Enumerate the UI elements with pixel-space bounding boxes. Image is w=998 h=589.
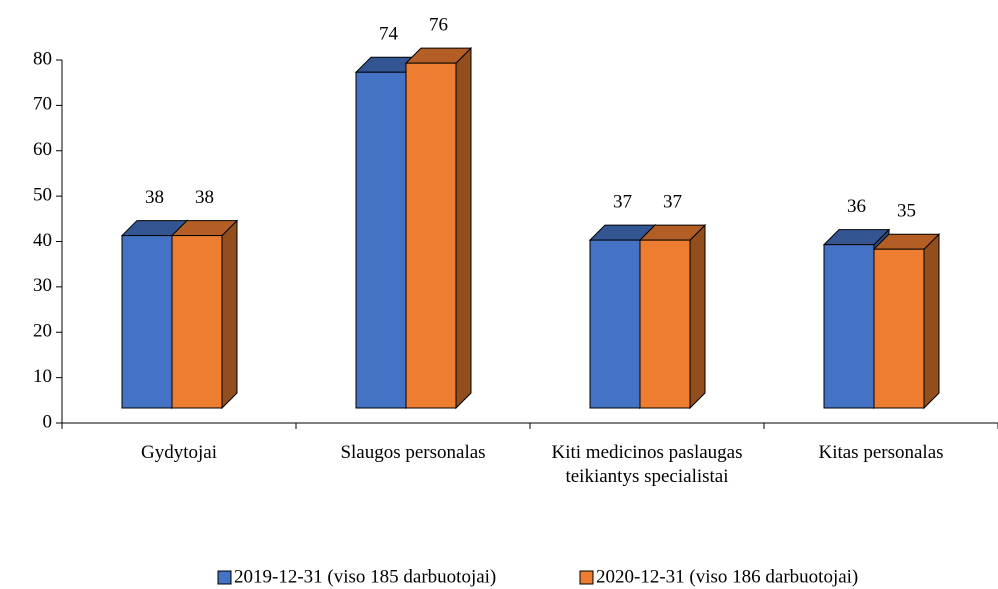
legend-label: 2020-12-31 (viso 186 darbuotojai) bbox=[596, 566, 858, 587]
y-tick-label: 70 bbox=[33, 94, 52, 115]
y-tick-label: 60 bbox=[33, 139, 52, 160]
bar bbox=[171, 235, 223, 409]
data-label: 35 bbox=[897, 201, 916, 222]
data-label: 37 bbox=[663, 191, 682, 212]
y-tick-label: 50 bbox=[33, 184, 52, 205]
bar-side bbox=[689, 223, 706, 410]
legend-swatch bbox=[579, 570, 594, 585]
legend-swatch bbox=[217, 570, 232, 585]
y-tick-label: 40 bbox=[33, 230, 52, 251]
bar bbox=[355, 71, 407, 409]
bar bbox=[405, 62, 457, 409]
bar bbox=[121, 235, 173, 409]
y-tick-label: 20 bbox=[33, 321, 52, 342]
data-label: 36 bbox=[847, 196, 866, 217]
bar-side bbox=[221, 219, 238, 410]
x-tick-label: Gydytojai bbox=[141, 442, 217, 463]
legend-label: 2019-12-31 (viso 185 darbuotojai) bbox=[234, 566, 496, 587]
bar-side bbox=[455, 46, 472, 410]
y-tick-label: 10 bbox=[33, 366, 52, 387]
bar-side bbox=[923, 232, 940, 410]
bar bbox=[639, 239, 691, 409]
x-tick-label: Slaugos personalas bbox=[340, 442, 486, 463]
data-label: 38 bbox=[145, 187, 164, 208]
bar bbox=[589, 239, 641, 409]
y-tick-label: 0 bbox=[43, 411, 53, 432]
data-label: 37 bbox=[613, 191, 632, 212]
bar bbox=[823, 244, 875, 409]
bar bbox=[873, 248, 925, 409]
data-label: 76 bbox=[429, 15, 448, 36]
y-tick-label: 80 bbox=[33, 48, 52, 69]
x-tick-label: Kitas personalas bbox=[818, 442, 944, 463]
x-tick-label: Kiti medicinos paslaugas teikiantys spec… bbox=[551, 442, 743, 487]
data-label: 74 bbox=[379, 24, 399, 45]
y-tick-label: 30 bbox=[33, 275, 52, 296]
data-label: 38 bbox=[195, 187, 214, 208]
